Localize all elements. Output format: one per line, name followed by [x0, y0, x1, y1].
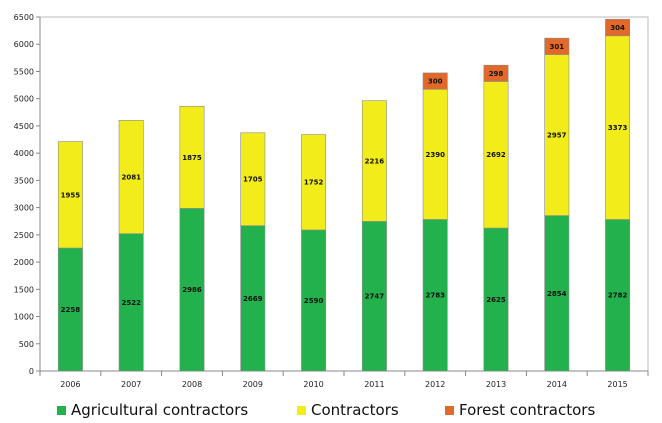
bar-segment-2013-s0: [483, 227, 509, 372]
bar-segment-2011-s1: [361, 100, 387, 222]
bar-segment-2013-s2: [483, 64, 509, 82]
y-tick-label: 500: [19, 340, 34, 349]
y-tick-label: 3500: [14, 176, 34, 185]
y-tick-label: 4000: [14, 149, 34, 158]
bar-segment-2014-s1: [544, 54, 570, 216]
data-label-2010-s0: 2590: [304, 297, 324, 305]
data-label-2015-s2: 304: [610, 24, 625, 32]
stacked-bar-chart: 0 500 1000 1500 2000 2500 3000 3500 4000 4500 5000…: [14, 13, 649, 389]
legend-swatch-contractors: [297, 405, 306, 415]
y-tick-label: 1500: [14, 285, 34, 294]
bar-segment-2009-s1: [240, 132, 266, 226]
bar-segment-2011-s0: [361, 221, 387, 372]
y-tick-label: 5500: [14, 67, 34, 76]
data-label-2011-s0: 2747: [365, 293, 385, 301]
x-tick-label-2006: 2006: [60, 380, 80, 389]
bar-segment-2008-s0: [179, 208, 205, 372]
bar-segment-2014-s0: [544, 215, 570, 372]
data-label-2007-s1: 2081: [121, 173, 141, 181]
data-label-2009-s0: 2669: [243, 295, 263, 303]
y-tick-label: 3000: [14, 204, 34, 213]
bar-segment-2015-s2: [605, 18, 631, 37]
y-tick-label: 4500: [14, 122, 34, 131]
legend-swatch-agricultural: [57, 405, 66, 415]
data-label-2014-s0: 2854: [547, 290, 567, 298]
data-label-2014-s1: 2957: [547, 132, 567, 140]
data-label-2011-s1: 2216: [365, 158, 385, 166]
legend-label-agricultural: Agricultural contractors: [71, 401, 249, 419]
x-tick-label-2014: 2014: [547, 380, 567, 389]
bar-segment-2014-s2: [544, 37, 570, 55]
x-tick-label-2008: 2008: [182, 380, 202, 389]
data-label-2013-s1: 2692: [486, 151, 506, 159]
data-label-2007-s0: 2522: [121, 299, 141, 307]
x-tick-label-2013: 2013: [486, 380, 506, 389]
legend-item-contractors: Contractors: [297, 401, 399, 419]
legend-swatch-forest: [445, 405, 454, 415]
bar-segment-2007-s1: [118, 120, 144, 234]
x-tick-label-2011: 2011: [364, 380, 384, 389]
y-tick-label: 2000: [14, 258, 34, 267]
y-tick-label: 6500: [14, 13, 34, 22]
legend-label-contractors: Contractors: [311, 401, 399, 419]
y-tick-label: 2500: [14, 231, 34, 240]
data-label-2015-s1: 3373: [608, 124, 628, 132]
data-label-2008-s0: 2986: [182, 286, 202, 294]
bar-segment-2006-s0: [57, 247, 83, 372]
data-label-2013-s2: 298: [489, 70, 504, 78]
y-tick-label: 5000: [14, 95, 34, 104]
legend: Agricultural contractors Contractors For…: [0, 401, 662, 421]
bar-segment-2008-s1: [179, 105, 205, 209]
data-label-2012-s1: 2390: [425, 151, 445, 159]
bar-segment-2009-s0: [240, 225, 266, 372]
bar-segment-2010-s0: [301, 229, 327, 372]
y-tick-label: 0: [29, 367, 34, 376]
bar-segment-2010-s1: [301, 134, 327, 231]
x-tick-label-2015: 2015: [607, 380, 627, 389]
bar-segment-2006-s1: [57, 141, 83, 249]
bar-segment-2012-s2: [422, 72, 448, 90]
data-label-2015-s0: 2782: [608, 292, 628, 300]
x-tick-label-2007: 2007: [121, 380, 141, 389]
x-tick-label-2010: 2010: [303, 380, 323, 389]
data-label-2013-s0: 2625: [486, 296, 506, 304]
data-label-2014-s2: 301: [549, 43, 564, 51]
legend-item-forest: Forest contractors: [445, 401, 595, 419]
data-label-2006-s0: 2258: [61, 306, 81, 314]
data-label-2012-s0: 2783: [425, 292, 445, 300]
x-tick-label-2012: 2012: [425, 380, 445, 389]
y-tick-label: 6000: [14, 40, 34, 49]
bar-segment-2012-s1: [422, 88, 448, 220]
data-label-2012-s2: 300: [428, 78, 443, 86]
x-tick-label-2009: 2009: [243, 380, 263, 389]
data-label-2006-s1: 1955: [61, 191, 81, 199]
data-label-2010-s1: 1752: [304, 179, 324, 187]
bar-segment-2013-s1: [483, 81, 509, 229]
data-label-2009-s1: 1705: [243, 176, 263, 184]
y-tick-label: 1000: [14, 313, 34, 322]
legend-label-forest: Forest contractors: [459, 401, 596, 419]
legend-item-agricultural: Agricultural contractors: [57, 401, 248, 419]
data-label-2008-s1: 1875: [182, 154, 202, 162]
